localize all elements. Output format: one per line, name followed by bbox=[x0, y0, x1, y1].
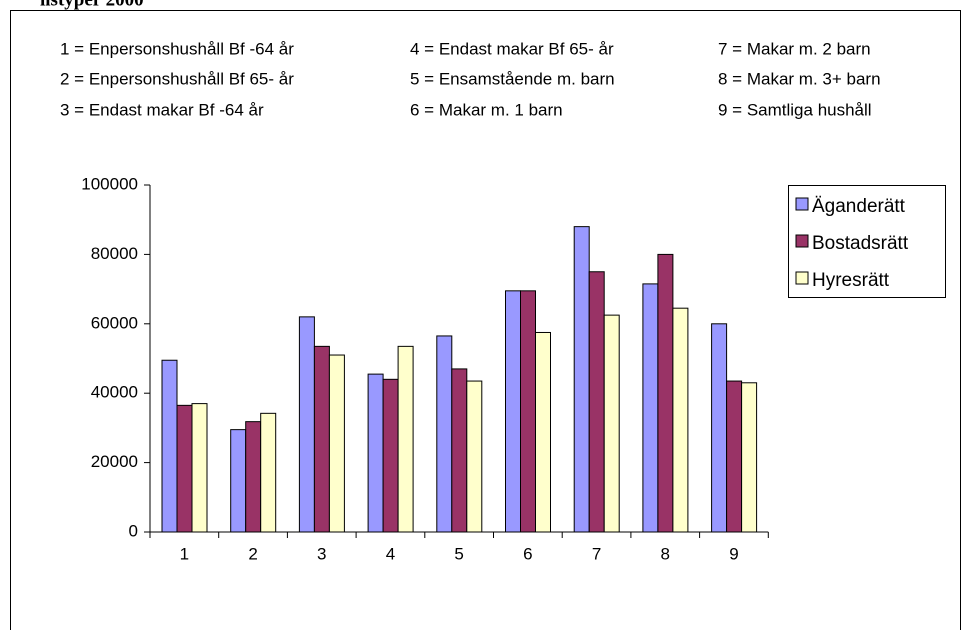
bar bbox=[328, 354, 345, 533]
bar bbox=[642, 283, 659, 533]
legend-swatch bbox=[795, 234, 809, 248]
chart-title: ilstyper 2000 bbox=[40, 0, 144, 10]
bar bbox=[588, 271, 605, 533]
x-tick-label: 3 bbox=[317, 544, 326, 563]
key-text: 3 = Endast makar Bf -64 år bbox=[60, 100, 264, 119]
key-text: 2 = Enpersonshushåll Bf 65- år bbox=[60, 69, 294, 88]
bar bbox=[741, 382, 758, 533]
legend-label: Äganderätt bbox=[812, 196, 906, 217]
x-tick-label: 8 bbox=[661, 544, 670, 563]
x-tick-label: 2 bbox=[248, 544, 257, 563]
key-text: 7 = Makar m. 2 barn bbox=[718, 39, 871, 58]
legend-swatch bbox=[795, 271, 809, 285]
key-text: 1 = Enpersonshushåll Bf -64 år bbox=[60, 39, 294, 58]
legend-box bbox=[788, 185, 946, 298]
y-tick-label: 60000 bbox=[91, 313, 138, 332]
y-tick-label: 80000 bbox=[91, 244, 138, 263]
bar bbox=[520, 290, 536, 533]
legend-label: Hyresrätt bbox=[812, 270, 890, 291]
bar bbox=[191, 403, 208, 533]
bar bbox=[230, 429, 247, 533]
bar bbox=[313, 345, 330, 533]
bar bbox=[245, 421, 262, 533]
x-tick-label: 9 bbox=[729, 544, 738, 563]
y-tick-label: 40000 bbox=[91, 383, 138, 402]
bar bbox=[260, 412, 277, 533]
bar bbox=[535, 331, 551, 533]
key-text: 4 = Endast makar Bf 65- år bbox=[410, 39, 614, 58]
legend-swatch bbox=[795, 197, 809, 211]
bar bbox=[726, 380, 743, 533]
bar bbox=[397, 345, 414, 533]
x-tick-label: 6 bbox=[523, 544, 532, 563]
bar bbox=[176, 404, 193, 533]
x-tick-label: 5 bbox=[454, 544, 463, 563]
bar bbox=[161, 359, 178, 533]
bar bbox=[573, 226, 590, 533]
bar bbox=[436, 335, 453, 533]
y-tick-label: 100000 bbox=[81, 174, 138, 193]
y-tick-label: 0 bbox=[129, 521, 138, 540]
bar bbox=[711, 323, 728, 533]
key-text: 6 = Makar m. 1 barn bbox=[410, 100, 563, 119]
key-text: 5 = Ensamstående m. barn bbox=[410, 69, 615, 88]
bar bbox=[298, 316, 315, 533]
x-tick-label: 1 bbox=[180, 544, 189, 563]
bar bbox=[367, 373, 384, 533]
bar bbox=[466, 380, 483, 533]
key-text: 8 = Makar m. 3+ barn bbox=[718, 69, 881, 88]
bar bbox=[672, 307, 689, 533]
x-tick-label: 7 bbox=[592, 544, 601, 563]
x-tick-label: 4 bbox=[386, 544, 395, 563]
bar bbox=[505, 290, 521, 533]
bar bbox=[382, 378, 399, 533]
bar bbox=[603, 314, 620, 533]
y-tick-label: 20000 bbox=[91, 452, 138, 471]
legend-label: Bostadsrätt bbox=[812, 233, 909, 254]
key-text: 9 = Samtliga hushåll bbox=[718, 100, 872, 119]
bar bbox=[657, 253, 674, 533]
bar bbox=[451, 368, 468, 533]
